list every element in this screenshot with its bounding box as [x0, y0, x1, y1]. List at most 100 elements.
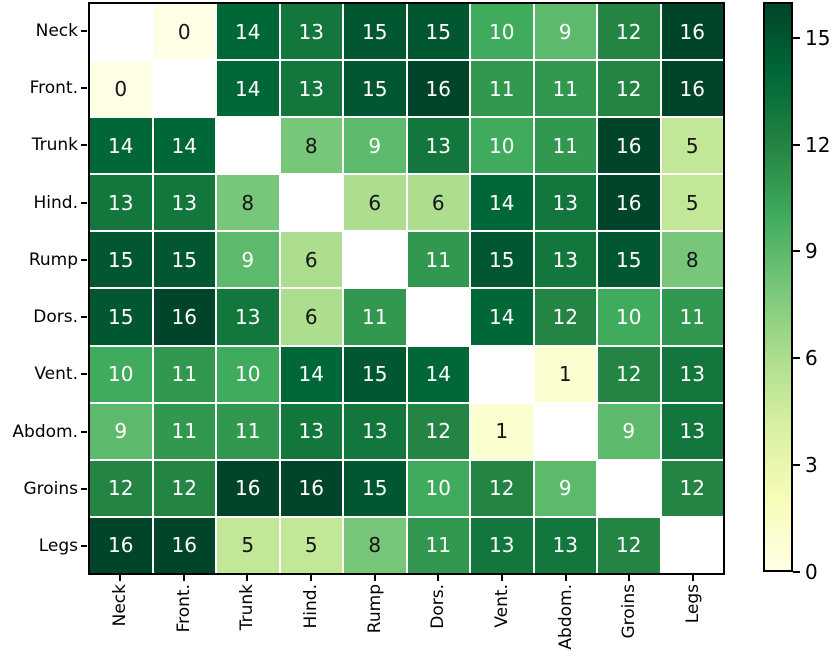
heatmap-cell: 9 [598, 403, 660, 459]
cell-value: 14 [235, 19, 261, 44]
heatmap-cell: 13 [280, 4, 342, 60]
heatmap-cell: 5 [217, 517, 279, 573]
cell-value: 16 [425, 76, 451, 101]
cell-value: 1 [495, 419, 509, 444]
cell-value: 9 [368, 133, 382, 158]
y-axis-tick [81, 488, 87, 491]
heatmap-cell: 12 [661, 460, 723, 516]
heatmap-cell: 10 [598, 289, 660, 345]
cell-value: 12 [171, 476, 197, 501]
heatmap-cell: 16 [217, 460, 279, 516]
heatmap-cell [217, 118, 279, 174]
cell-value: 9 [114, 419, 128, 444]
cell-value: 10 [616, 305, 642, 330]
col-label: Hind. [300, 584, 321, 629]
heatmap-cell: 13 [280, 61, 342, 117]
cell-value: 14 [108, 133, 134, 158]
heatmap-cell: 13 [344, 403, 406, 459]
cell-value: 11 [679, 305, 705, 330]
cell-value: 13 [298, 76, 324, 101]
heatmap-cell: 16 [153, 517, 215, 573]
colorbar [763, 2, 793, 572]
cell-value: 12 [679, 476, 705, 501]
heatmap-cell: 13 [534, 175, 596, 231]
cell-value: 14 [298, 362, 324, 387]
heatmap-cell: 11 [407, 232, 469, 288]
cell-value: 13 [171, 190, 197, 215]
heatmap-cell: 13 [153, 175, 215, 231]
cell-value: 16 [108, 533, 134, 558]
heatmap-cell [280, 175, 342, 231]
heatmap-cell: 5 [661, 175, 723, 231]
heatmap-cell: 11 [534, 118, 596, 174]
heatmap-cell: 14 [217, 4, 279, 60]
cell-value: 10 [425, 476, 451, 501]
x-axis-tick [309, 575, 312, 581]
col-label: Dors. [428, 584, 449, 629]
heatmap-cell: 12 [598, 517, 660, 573]
heatmap-cell: 12 [90, 460, 152, 516]
cell-value: 13 [489, 533, 515, 558]
heatmap-cell: 13 [661, 403, 723, 459]
heatmap-cell: 13 [661, 346, 723, 402]
row-label: Legs [38, 536, 78, 557]
colorbar-tick [793, 143, 800, 146]
heatmap-cell: 13 [280, 403, 342, 459]
cell-value: 16 [616, 190, 642, 215]
heatmap-cell: 11 [534, 61, 596, 117]
heatmap-cell: 9 [90, 403, 152, 459]
cell-value: 13 [298, 419, 324, 444]
heatmap-cell: 16 [661, 61, 723, 117]
cell-value: 14 [235, 76, 261, 101]
row-label: Abdom. [12, 421, 78, 442]
heatmap-cell: 15 [344, 4, 406, 60]
heatmap-cell: 14 [407, 346, 469, 402]
cell-value: 5 [304, 533, 318, 558]
heatmap-cell: 0 [153, 4, 215, 60]
y-axis-tick [81, 201, 87, 204]
cell-value: 13 [425, 133, 451, 158]
cell-value: 6 [368, 190, 382, 215]
row-label: Front. [29, 77, 78, 98]
row-label: Hind. [33, 192, 78, 213]
y-axis-tick [81, 86, 87, 89]
heatmap-cell: 9 [534, 4, 596, 60]
heatmap-cell: 13 [90, 175, 152, 231]
cell-value: 15 [108, 305, 134, 330]
x-axis-tick [692, 575, 695, 581]
cell-value: 10 [108, 362, 134, 387]
cell-value: 13 [552, 247, 578, 272]
heatmap-cell: 14 [90, 118, 152, 174]
y-axis-tick [81, 430, 87, 433]
x-axis-tick [373, 575, 376, 581]
heatmap-cell: 14 [280, 346, 342, 402]
y-axis-tick [81, 144, 87, 147]
heatmap-cell: 6 [280, 289, 342, 345]
cell-value: 6 [431, 190, 445, 215]
cell-value: 16 [679, 76, 705, 101]
heatmap-cell: 15 [598, 232, 660, 288]
heatmap-cell: 12 [598, 4, 660, 60]
x-axis-tick [437, 575, 440, 581]
cell-value: 15 [362, 362, 388, 387]
heatmap-cell: 9 [217, 232, 279, 288]
cell-value: 15 [362, 476, 388, 501]
heatmap-cell: 13 [471, 517, 533, 573]
heatmap-cell [90, 4, 152, 60]
heatmap-cell: 14 [217, 61, 279, 117]
heatmap-cell [471, 346, 533, 402]
cell-value: 16 [171, 533, 197, 558]
heatmap-cell: 11 [153, 346, 215, 402]
cell-value: 1 [558, 362, 572, 387]
cell-value: 10 [489, 19, 515, 44]
cell-value: 13 [679, 362, 705, 387]
cell-value: 12 [489, 476, 515, 501]
cell-value: 11 [171, 419, 197, 444]
heatmap-cell: 8 [217, 175, 279, 231]
cell-value: 8 [368, 533, 382, 558]
heatmap-cell: 1 [534, 346, 596, 402]
row-label: Vent. [34, 364, 78, 385]
heatmap-cell: 12 [407, 403, 469, 459]
heatmap-cell [661, 517, 723, 573]
col-label: Neck [109, 584, 130, 627]
